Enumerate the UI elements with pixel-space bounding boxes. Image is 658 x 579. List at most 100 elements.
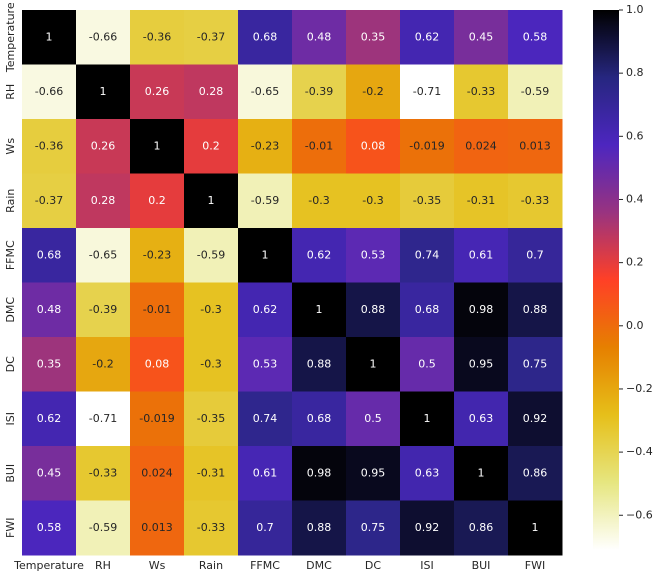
cell-label: -0.23 xyxy=(251,139,279,152)
heatmap-cell xyxy=(346,500,401,556)
cell-label: -0.37 xyxy=(35,194,63,207)
cell-label: -0.35 xyxy=(413,194,441,207)
cell-label: -0.3 xyxy=(362,194,383,207)
heatmap-cell xyxy=(184,173,239,229)
cell-label: 1 xyxy=(478,466,485,479)
heatmap-cell xyxy=(346,282,401,338)
heatmap-cell xyxy=(130,391,185,447)
heatmap-cell xyxy=(184,282,239,338)
x-tick-label: ISI xyxy=(420,559,433,572)
heatmap-cell xyxy=(454,228,509,283)
cell-label: 0.48 xyxy=(37,303,62,316)
heatmap-cell xyxy=(454,500,509,556)
cell-label: 0.62 xyxy=(415,30,440,43)
cell-label: -0.3 xyxy=(200,357,221,370)
cell-label: -0.36 xyxy=(143,30,171,43)
cell-label: 0.68 xyxy=(37,248,62,261)
heatmap-cell xyxy=(22,446,77,501)
cell-label: 0.88 xyxy=(361,303,386,316)
x-tick-label: Rain xyxy=(199,559,223,572)
cell-label: 0.63 xyxy=(469,412,494,425)
cell-label: -0.66 xyxy=(89,30,117,43)
heatmap-cell xyxy=(184,119,239,174)
y-tick-label: Ws xyxy=(4,138,17,155)
cell-label: -0.65 xyxy=(251,85,279,98)
heatmap-cell xyxy=(238,337,293,392)
heatmap-cell xyxy=(238,500,293,556)
heatmap-cell xyxy=(346,446,401,501)
heatmap-cell xyxy=(454,391,509,447)
cell-label: -0.01 xyxy=(305,139,333,152)
cell-label: 0.08 xyxy=(145,357,170,370)
heatmap-cell xyxy=(130,173,185,229)
heatmap-cell xyxy=(508,10,563,65)
heatmap-cell xyxy=(400,446,455,501)
heatmap-cell xyxy=(130,500,185,556)
y-tick-label: BUI xyxy=(4,464,17,483)
cell-label: 0.61 xyxy=(253,466,278,479)
heatmap-cell xyxy=(508,337,563,392)
heatmap-cell xyxy=(508,173,563,229)
cell-label: 0.86 xyxy=(469,521,494,534)
cell-label: -0.2 xyxy=(92,357,113,370)
cell-label: 1 xyxy=(424,412,431,425)
cell-label: 0.88 xyxy=(307,521,332,534)
cell-label: 1 xyxy=(46,30,53,43)
heatmap-cell xyxy=(508,119,563,174)
cell-label: -0.01 xyxy=(143,303,171,316)
colorbar-tick-label: 0.8 xyxy=(626,66,644,79)
y-tick-label: Temperature xyxy=(4,2,17,73)
heatmap-cell xyxy=(454,446,509,501)
cell-label: 0.62 xyxy=(253,303,278,316)
cell-label: 0.35 xyxy=(361,30,386,43)
cell-label: -0.59 xyxy=(89,521,117,534)
heatmap-cell xyxy=(292,119,347,174)
heatmap-cell xyxy=(22,228,77,283)
heatmap-cell xyxy=(400,391,455,447)
cell-label: 0.75 xyxy=(523,357,548,370)
heatmap-cell xyxy=(76,119,131,174)
heatmap-cell xyxy=(184,64,239,120)
heatmap-cell xyxy=(22,282,77,338)
heatmap-cell xyxy=(508,446,563,501)
heatmap-cell xyxy=(400,337,455,392)
heatmap-cell xyxy=(184,446,239,501)
heatmap-cell xyxy=(130,282,185,338)
cell-label: -0.37 xyxy=(197,30,225,43)
cell-label: -0.33 xyxy=(521,194,549,207)
y-tick-label: RH xyxy=(4,84,17,100)
heatmap-cell xyxy=(238,282,293,338)
colorbar-tick-label: −0.6 xyxy=(626,508,653,521)
heatmap-cell xyxy=(76,173,131,229)
cell-label: -0.39 xyxy=(305,85,333,98)
heatmap-cell xyxy=(400,119,455,174)
heatmap-cell xyxy=(346,119,401,174)
cell-label: -0.71 xyxy=(413,85,441,98)
heatmap-cell xyxy=(292,282,347,338)
heatmap-cell xyxy=(184,500,239,556)
heatmap-cell xyxy=(292,173,347,229)
heatmap-cell xyxy=(454,64,509,120)
cell-label: -0.31 xyxy=(197,466,225,479)
cell-label: 0.92 xyxy=(523,412,548,425)
cell-label: -0.71 xyxy=(89,412,117,425)
cell-label: 0.58 xyxy=(37,521,62,534)
heatmap-cell xyxy=(292,337,347,392)
cell-label: -0.019 xyxy=(139,412,174,425)
x-tick-label: DMC xyxy=(306,559,332,572)
cell-label: 0.2 xyxy=(148,194,166,207)
cell-label: 0.74 xyxy=(415,248,440,261)
heatmap-cell xyxy=(346,10,401,65)
heatmap-cell xyxy=(400,500,455,556)
cell-label: -0.39 xyxy=(89,303,117,316)
cell-label: 0.5 xyxy=(364,412,382,425)
cell-label: 0.98 xyxy=(469,303,494,316)
heatmap-cell xyxy=(400,173,455,229)
heatmap-cell xyxy=(130,10,185,65)
colorbar-tick-label: 0.2 xyxy=(626,256,644,269)
cell-label: -0.59 xyxy=(197,248,225,261)
x-tick-label: RH xyxy=(95,559,111,572)
cell-label: -0.65 xyxy=(89,248,117,261)
cell-label: 0.58 xyxy=(523,30,548,43)
cell-label: 0.53 xyxy=(253,357,278,370)
